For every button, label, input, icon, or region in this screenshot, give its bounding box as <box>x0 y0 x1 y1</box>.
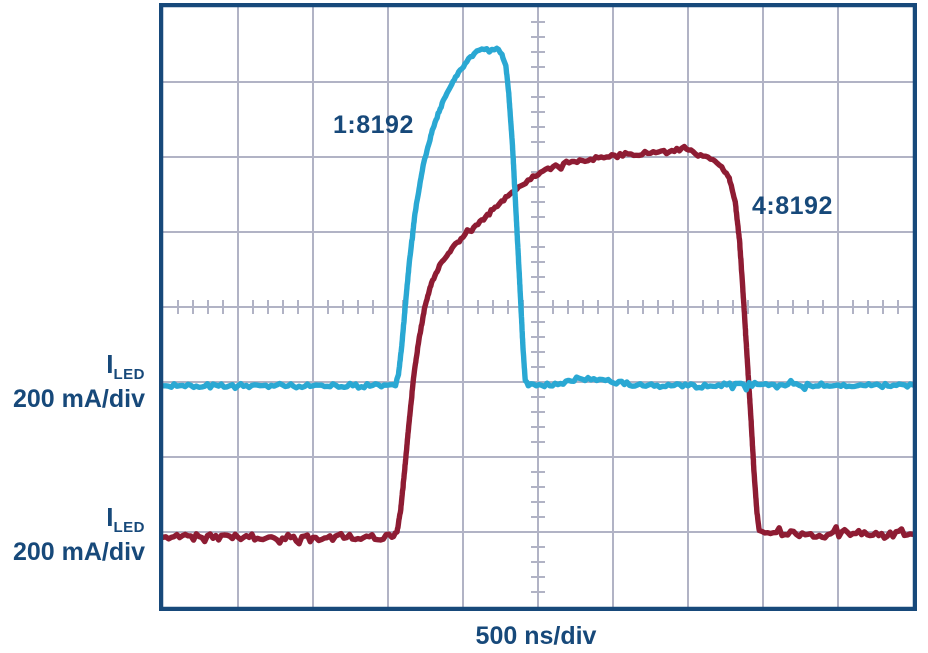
current-symbol: I <box>106 349 114 379</box>
channel1-scale: 200 mA/div <box>12 385 145 413</box>
plot-border <box>159 3 917 611</box>
channel4-signal-name: ILED <box>0 502 145 540</box>
trace1-ratio-label: 1:8192 <box>333 111 414 139</box>
trace2-ratio-label: 4:8192 <box>752 192 833 220</box>
current-subscript: LED <box>113 519 145 536</box>
channel4-axis-label: ILED 200 mA/div <box>0 502 145 566</box>
graticule-minor-ticks <box>177 21 899 593</box>
channel1-signal-name: ILED <box>0 349 145 387</box>
channel4-scale: 200 mA/div <box>12 538 145 566</box>
timebase-label: 500 ns/div <box>475 622 597 650</box>
current-subscript: LED <box>113 366 145 383</box>
scope-plot <box>159 3 917 611</box>
trace-ch1 <box>163 45 913 393</box>
current-symbol: I <box>106 502 114 532</box>
trace-ch4 <box>163 143 913 547</box>
waveform-traces <box>163 45 913 547</box>
channel1-axis-label: ILED 200 mA/div <box>0 349 145 413</box>
